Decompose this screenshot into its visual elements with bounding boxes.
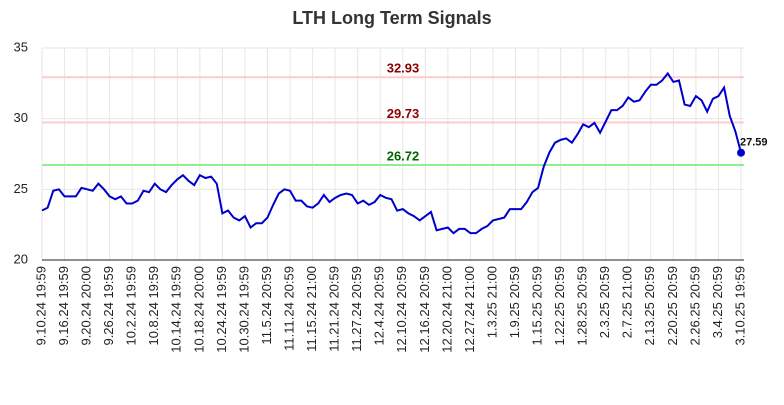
x-tick-label: 1.9.25 20:59 xyxy=(507,266,522,338)
x-tick-label: 11.15.24 21:00 xyxy=(304,266,319,352)
x-tick-label: 3.4.25 20:59 xyxy=(710,266,725,338)
x-tick-label: 11.11.24 20:59 xyxy=(281,266,296,351)
x-tick-label: 10.2.24 19:59 xyxy=(124,266,139,346)
x-tick-label: 10.18.24 20:00 xyxy=(191,266,206,353)
y-tick-label: 35 xyxy=(14,39,28,54)
x-tick-label: 1.15.25 20:59 xyxy=(530,266,545,346)
y-tick-label: 25 xyxy=(14,181,28,196)
x-tick-label: 12.27.24 21:00 xyxy=(462,266,477,353)
signal-label: 32.93 xyxy=(387,61,420,76)
x-tick-label: 9.16.24 19:59 xyxy=(56,266,71,346)
x-tick-label: 1.28.25 20:59 xyxy=(575,266,590,346)
x-tick-label: 11.5.24 20:59 xyxy=(259,266,274,345)
x-tick-label: 12.20.24 21:00 xyxy=(439,266,454,353)
x-tick-label: 2.3.25 20:59 xyxy=(597,266,612,338)
x-tick-label: 9.20.24 20:00 xyxy=(79,266,94,346)
last-point xyxy=(737,148,745,157)
x-tick-label: 1.22.25 20:59 xyxy=(552,266,567,346)
signal-label: 29.73 xyxy=(387,106,420,121)
x-tick-label: 2.20.25 20:59 xyxy=(665,266,680,346)
chart-title: LTH Long Term Signals xyxy=(292,8,491,28)
x-tick-label: 11.27.24 20:59 xyxy=(349,266,364,352)
series-line xyxy=(41,71,742,235)
x-tick-label: 3.10.25 19:59 xyxy=(732,266,747,346)
x-tick-label: 10.8.24 19:59 xyxy=(146,266,161,346)
x-tick-label: 9.10.24 19:59 xyxy=(33,266,48,346)
x-tick-label: 2.13.25 20:59 xyxy=(642,266,657,346)
x-tick-label: 10.14.24 19:59 xyxy=(169,266,184,353)
x-tick-label: 12.4.24 20:59 xyxy=(372,266,387,346)
x-tick-label: 12.10.24 20:59 xyxy=(394,266,409,353)
last-value-label: 27.59 xyxy=(740,137,768,149)
y-tick-label: 30 xyxy=(14,110,28,125)
signal-label: 26.72 xyxy=(387,148,420,163)
x-tick-label: 2.7.25 21:00 xyxy=(620,266,635,338)
x-tick-label: 9.26.24 19:59 xyxy=(101,266,116,346)
x-tick-label: 10.24.24 19:59 xyxy=(214,266,229,353)
x-tick-label: 11.21.24 20:59 xyxy=(327,266,342,352)
x-tick-label: 1.3.25 21:00 xyxy=(484,266,499,338)
x-tick-label: 2.26.25 20:59 xyxy=(687,266,702,346)
x-tick-label: 10.30.24 19:59 xyxy=(236,266,251,353)
y-tick-label: 20 xyxy=(14,251,28,266)
x-tick-label: 12.16.24 20:59 xyxy=(417,266,432,353)
